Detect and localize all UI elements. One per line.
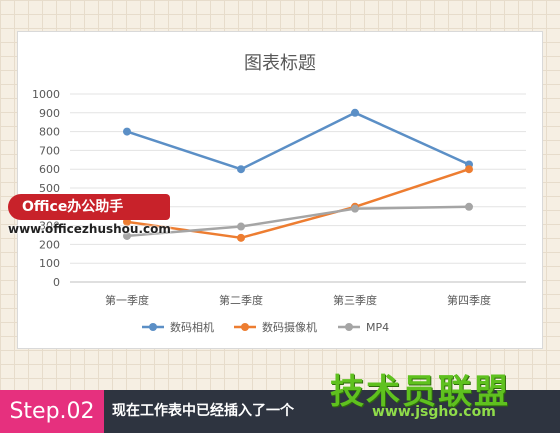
data-point xyxy=(465,202,473,211)
data-point xyxy=(237,222,245,231)
site-logo: 技术员联盟 xyxy=(330,372,510,412)
series-line xyxy=(126,111,470,171)
y-tick-label: 300 xyxy=(39,220,60,233)
legend-swatch-marker xyxy=(241,323,249,331)
y-tick-label: 600 xyxy=(39,163,60,176)
x-tick-label: 第四季度 xyxy=(447,293,491,307)
data-point xyxy=(465,165,473,174)
y-tick-label: 900 xyxy=(39,107,60,120)
legend-label: MP4 xyxy=(366,321,389,334)
chart-card: 图表标题 01002003004005006007008009001000第一季… xyxy=(17,31,543,349)
step-text: 现在工作表中已经插入了一个 xyxy=(112,403,294,419)
data-point xyxy=(237,165,245,174)
y-tick-label: 0 xyxy=(53,276,60,289)
y-tick-label: 800 xyxy=(39,126,60,139)
legend-label: 数码摄像机 xyxy=(262,320,317,334)
data-point xyxy=(237,233,245,242)
legend-label: 数码相机 xyxy=(170,320,214,334)
x-tick-label: 第一季度 xyxy=(105,293,149,307)
x-tick-label: 第三季度 xyxy=(333,293,377,307)
data-point xyxy=(351,108,359,117)
y-tick-label: 100 xyxy=(39,257,60,270)
chart-title: 图表标题 xyxy=(244,53,316,74)
line-chart: 图表标题 01002003004005006007008009001000第一季… xyxy=(32,53,526,334)
y-tick-label: 200 xyxy=(39,238,60,251)
y-tick-label: 1000 xyxy=(32,88,60,101)
x-tick-label: 第二季度 xyxy=(219,293,263,307)
data-point xyxy=(351,204,359,213)
series-line xyxy=(126,205,470,238)
series-line xyxy=(126,168,470,240)
office-badge-url: www.officezhushou.com xyxy=(8,222,171,236)
y-tick-label: 700 xyxy=(39,144,60,157)
site-url: www.jsgho.com xyxy=(372,404,496,420)
step-label: Step.02 xyxy=(0,390,104,433)
legend-swatch-marker xyxy=(149,323,157,331)
bottom-bar: Step.02 现在工作表中已经插入了一个 xyxy=(0,390,560,433)
y-tick-label: 500 xyxy=(39,182,60,195)
data-point xyxy=(123,231,131,240)
office-badge: Office办公助手 xyxy=(8,194,170,220)
legend-swatch-marker xyxy=(345,323,353,331)
data-point xyxy=(123,127,131,136)
